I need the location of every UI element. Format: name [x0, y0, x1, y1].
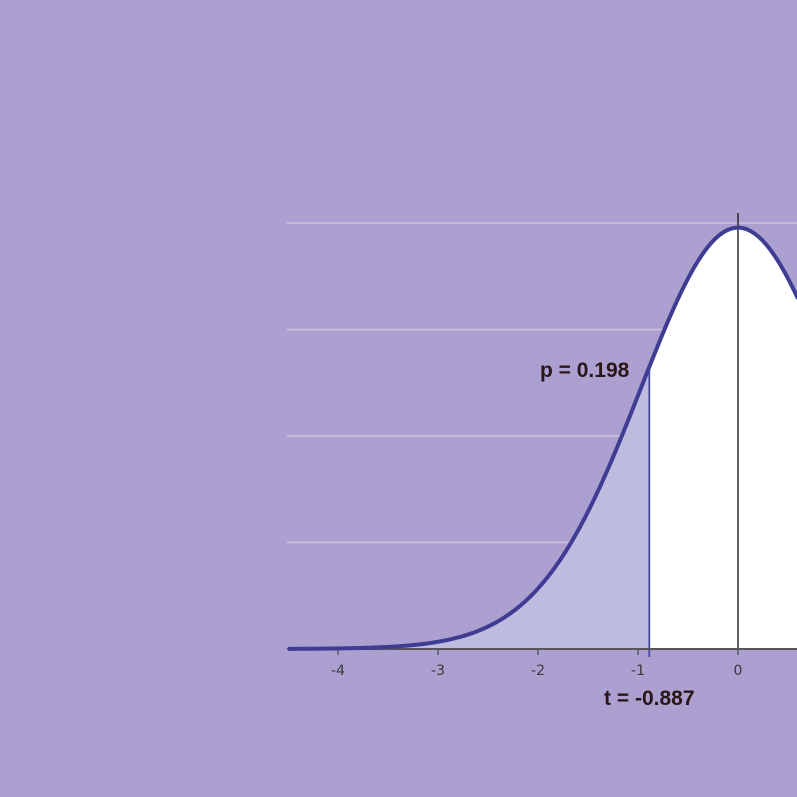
x-tick-label: -1: [631, 663, 645, 679]
x-tick-label: 0: [734, 663, 743, 679]
p-value-label: p = 0.198: [540, 359, 630, 382]
body-area-fill: [649, 227, 797, 649]
left-tail-area-fill: [288, 366, 650, 649]
x-axis-ticks: -4 -3 -2 -1 0: [331, 649, 742, 679]
t-statistic-label: t = -0.887: [604, 687, 694, 710]
density-curve: [287, 225, 797, 651]
x-tick-label: -4: [331, 663, 345, 679]
x-tick-label: -2: [531, 663, 545, 679]
x-tick-label: -3: [431, 663, 445, 679]
